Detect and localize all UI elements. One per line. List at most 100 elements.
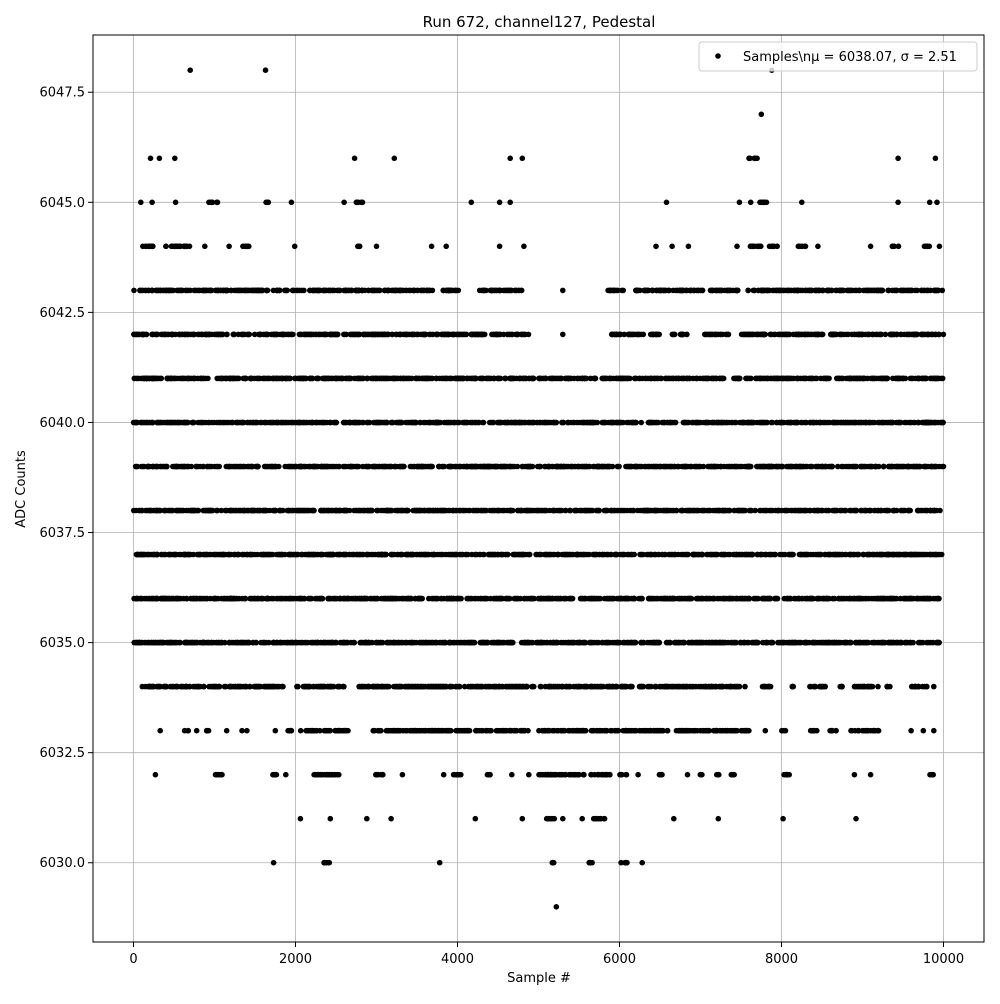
data-point bbox=[844, 596, 850, 602]
data-point bbox=[674, 728, 680, 734]
data-point bbox=[629, 684, 635, 690]
data-point bbox=[253, 640, 259, 646]
data-point bbox=[681, 728, 687, 734]
data-point bbox=[502, 508, 508, 514]
data-point bbox=[548, 772, 554, 778]
data-point bbox=[446, 596, 452, 602]
data-point bbox=[356, 508, 362, 514]
data-point bbox=[887, 684, 893, 690]
data-point bbox=[189, 640, 195, 646]
data-point bbox=[866, 640, 872, 646]
data-point bbox=[409, 464, 415, 470]
data-point bbox=[373, 464, 379, 470]
data-point bbox=[637, 684, 643, 690]
data-point bbox=[664, 508, 670, 514]
data-point bbox=[360, 552, 366, 558]
data-point bbox=[558, 728, 564, 734]
data-point bbox=[488, 464, 494, 470]
data-point bbox=[855, 728, 861, 734]
data-point bbox=[703, 684, 709, 690]
data-point bbox=[930, 772, 936, 778]
data-point bbox=[821, 640, 827, 646]
data-point bbox=[558, 596, 564, 602]
data-point bbox=[265, 596, 271, 602]
data-point bbox=[703, 728, 709, 734]
data-point bbox=[328, 552, 334, 558]
data-point bbox=[802, 508, 808, 514]
data-point bbox=[397, 552, 403, 558]
data-point bbox=[482, 596, 488, 602]
data-point bbox=[886, 508, 892, 514]
data-point bbox=[908, 728, 914, 734]
data-point bbox=[369, 552, 375, 558]
data-point bbox=[761, 508, 767, 514]
data-point bbox=[597, 464, 603, 470]
data-point bbox=[771, 552, 777, 558]
data-point bbox=[764, 552, 770, 558]
data-point bbox=[316, 684, 322, 690]
data-point bbox=[603, 728, 609, 734]
data-point bbox=[193, 464, 199, 470]
data-point bbox=[427, 728, 433, 734]
data-point bbox=[650, 596, 656, 602]
data-point bbox=[672, 552, 678, 558]
data-point bbox=[573, 684, 579, 690]
data-point bbox=[617, 772, 623, 778]
data-point bbox=[478, 684, 484, 690]
data-point bbox=[410, 728, 416, 734]
data-point bbox=[554, 904, 560, 910]
data-point bbox=[931, 508, 937, 514]
data-point bbox=[404, 640, 410, 646]
data-point bbox=[617, 596, 623, 602]
data-point bbox=[706, 464, 712, 470]
data-point bbox=[825, 552, 831, 558]
data-point bbox=[180, 508, 186, 514]
data-point bbox=[200, 640, 206, 646]
data-point bbox=[788, 552, 794, 558]
data-point bbox=[685, 772, 691, 778]
data-point bbox=[726, 684, 732, 690]
data-point bbox=[622, 596, 628, 602]
data-point bbox=[661, 464, 667, 470]
data-point bbox=[479, 728, 485, 734]
data-point bbox=[283, 772, 289, 778]
data-point bbox=[582, 684, 588, 690]
data-point bbox=[734, 596, 740, 602]
data-point bbox=[163, 508, 169, 514]
data-point bbox=[719, 508, 725, 514]
data-point bbox=[493, 684, 499, 690]
data-point bbox=[271, 860, 277, 866]
data-point bbox=[259, 596, 265, 602]
data-point bbox=[294, 684, 300, 690]
data-point bbox=[143, 684, 149, 690]
data-point bbox=[194, 640, 200, 646]
data-point bbox=[868, 684, 874, 690]
data-point bbox=[861, 552, 867, 558]
data-point bbox=[290, 508, 296, 514]
data-point bbox=[937, 552, 943, 558]
data-point bbox=[746, 728, 752, 734]
data-point bbox=[737, 552, 743, 558]
data-point bbox=[699, 508, 705, 514]
data-point bbox=[853, 508, 859, 514]
data-point bbox=[860, 728, 866, 734]
data-point bbox=[660, 552, 666, 558]
data-point bbox=[622, 684, 628, 690]
data-point bbox=[826, 508, 832, 514]
data-point bbox=[436, 684, 442, 690]
data-point bbox=[192, 596, 198, 602]
data-point bbox=[258, 552, 264, 558]
data-point bbox=[375, 728, 381, 734]
data-point bbox=[420, 552, 426, 558]
data-point bbox=[509, 640, 515, 646]
data-point bbox=[250, 552, 256, 558]
data-point bbox=[551, 684, 557, 690]
data-point bbox=[461, 728, 467, 734]
data-point bbox=[931, 552, 937, 558]
data-point bbox=[481, 640, 487, 646]
data-point bbox=[670, 464, 676, 470]
data-point bbox=[287, 464, 293, 470]
data-point bbox=[448, 464, 454, 470]
data-point bbox=[373, 640, 379, 646]
data-point bbox=[712, 596, 718, 602]
